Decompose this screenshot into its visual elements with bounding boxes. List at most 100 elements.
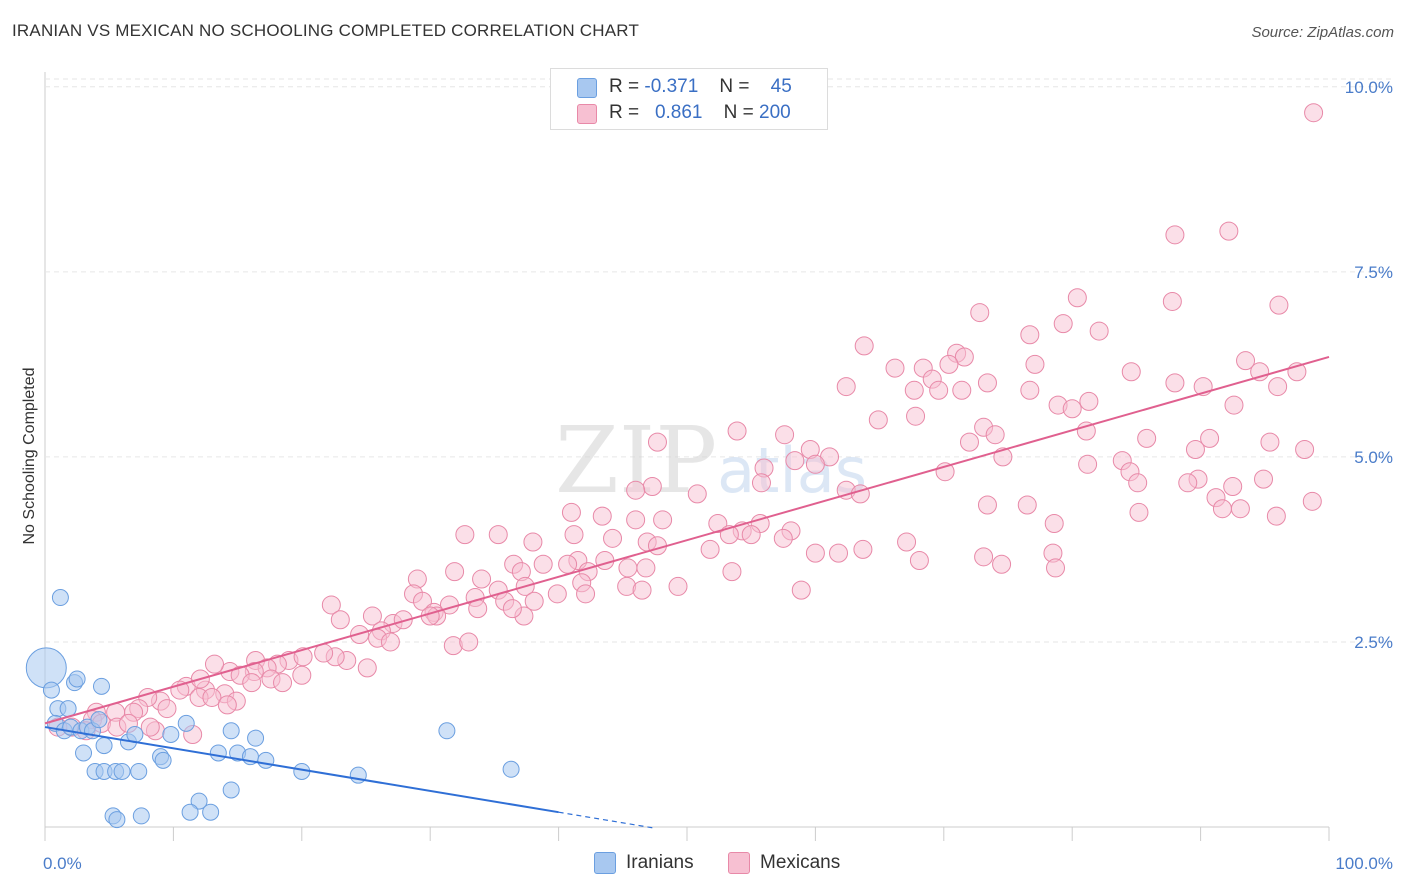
mexicans-point <box>854 336 874 356</box>
mexicans-points <box>48 103 1324 744</box>
mexicans-point <box>1062 399 1082 419</box>
iranians-point <box>68 670 86 688</box>
mexicans-point <box>1254 469 1274 489</box>
x-tick-label: 100.0% <box>1335 854 1393 873</box>
iranians-point <box>25 647 67 689</box>
mexicans-point <box>1304 103 1324 123</box>
iranians-point <box>113 762 131 780</box>
mexicans-point <box>1128 473 1148 493</box>
mexicans-point <box>157 699 177 719</box>
mexicans-point <box>642 477 662 497</box>
legend-label: Mexicans <box>760 852 841 873</box>
iranians-point <box>92 677 110 695</box>
mexicans-point <box>959 432 979 452</box>
legend-n-label: N = <box>719 76 750 97</box>
mexicans-point <box>576 584 596 604</box>
mexicans-point <box>992 554 1012 574</box>
mexicans-point <box>939 354 959 374</box>
mexicans-point <box>1302 491 1322 511</box>
mexicans-point <box>595 551 615 571</box>
iranians-swatch <box>577 78 597 98</box>
iranians-point <box>162 725 180 743</box>
mexicans-point <box>380 632 400 652</box>
legend-n-value: 200 <box>759 102 791 123</box>
mexicans-point <box>330 610 350 630</box>
mexicans-point <box>1129 502 1149 522</box>
mexicans-point <box>1044 514 1064 534</box>
mexicans-point <box>741 525 761 545</box>
mexicans-point <box>393 610 413 630</box>
legend-n-value: 45 <box>770 76 792 97</box>
iranians-point <box>181 803 199 821</box>
mexicans-point <box>1223 477 1243 497</box>
mexicans-point <box>558 554 578 574</box>
mexicans-point <box>603 528 623 548</box>
mexicans-point <box>561 502 581 522</box>
y-tick-label: 2.5% <box>1354 633 1393 652</box>
mexicans-point <box>700 539 720 559</box>
iranians-points <box>25 589 520 829</box>
mexicans-point <box>885 358 905 378</box>
mexicans-point <box>868 410 888 430</box>
mexicans-point <box>805 454 825 474</box>
mexicans-point <box>140 717 160 737</box>
x-axis-tick-labels: 0.0% 100.0% <box>43 854 1393 873</box>
mexicans-point <box>592 506 612 526</box>
iranians-point <box>90 711 108 729</box>
mexicans-point <box>1162 291 1182 311</box>
iranians-point <box>202 803 220 821</box>
iranians-point <box>190 792 208 810</box>
iranians-point <box>75 744 93 762</box>
mexicans-point <box>1230 499 1250 519</box>
mexicans-point <box>1020 325 1040 345</box>
mexicans-point <box>1266 506 1286 526</box>
mexicans-point <box>687 484 707 504</box>
mexicans-point <box>977 373 997 393</box>
mexicans-point <box>321 595 341 615</box>
mexicans-point <box>217 695 237 715</box>
x-axis-ticks <box>44 827 1330 841</box>
mexicans-point <box>1079 391 1099 411</box>
mexicans-point <box>1053 314 1073 334</box>
mexicans-point <box>647 432 667 452</box>
mexicans-point <box>1219 221 1239 241</box>
iranians-point <box>209 744 227 762</box>
mexicans-point <box>1017 495 1037 515</box>
iranians-point <box>132 807 150 825</box>
mexicans-point <box>954 347 974 367</box>
x-tick-label: 0.0% <box>43 854 82 873</box>
legend-r-value: 0.861 <box>654 102 703 123</box>
mexicans-point <box>1089 321 1109 341</box>
legend-r-label: R = <box>609 102 640 123</box>
y-axis-tick-labels: 2.5% 5.0% 7.5% 10.0% <box>1345 78 1393 652</box>
mexicans-point <box>488 525 508 545</box>
mexicans-point <box>836 377 856 397</box>
mexicans-point <box>791 580 811 600</box>
legend-n-label: N = <box>723 102 754 123</box>
trend-lines <box>44 356 1330 829</box>
stats-legend: R = -0.371 N = 45 R = 0.861 N = 200 <box>550 68 828 130</box>
mexicans-point <box>1078 454 1098 474</box>
mexicans-point <box>773 528 793 548</box>
mexicans-point <box>805 543 825 563</box>
mexicans-point <box>653 510 673 530</box>
iranians-point <box>177 714 195 732</box>
y-tick-label: 5.0% <box>1354 448 1393 467</box>
chart-title: IRANIAN VS MEXICAN NO SCHOOLING COMPLETE… <box>12 21 640 40</box>
iranians-point <box>42 681 60 699</box>
iranians-point <box>222 722 240 740</box>
y-axis-label: No Schooling Completed <box>21 368 38 545</box>
mexicans-point <box>362 606 382 626</box>
mexicans-point <box>974 547 994 567</box>
mexicans-point <box>533 554 553 574</box>
mexicans-point <box>1200 428 1220 448</box>
mexicans-point <box>292 665 312 685</box>
mexicans-point <box>459 632 479 652</box>
mexicans-point <box>523 532 543 552</box>
legend-r-value: -0.371 <box>644 76 699 97</box>
mexicans-point <box>524 591 544 611</box>
iranians-trend-line <box>44 726 559 814</box>
mexicans-point <box>1212 499 1232 519</box>
mexicans-point <box>1260 432 1280 452</box>
